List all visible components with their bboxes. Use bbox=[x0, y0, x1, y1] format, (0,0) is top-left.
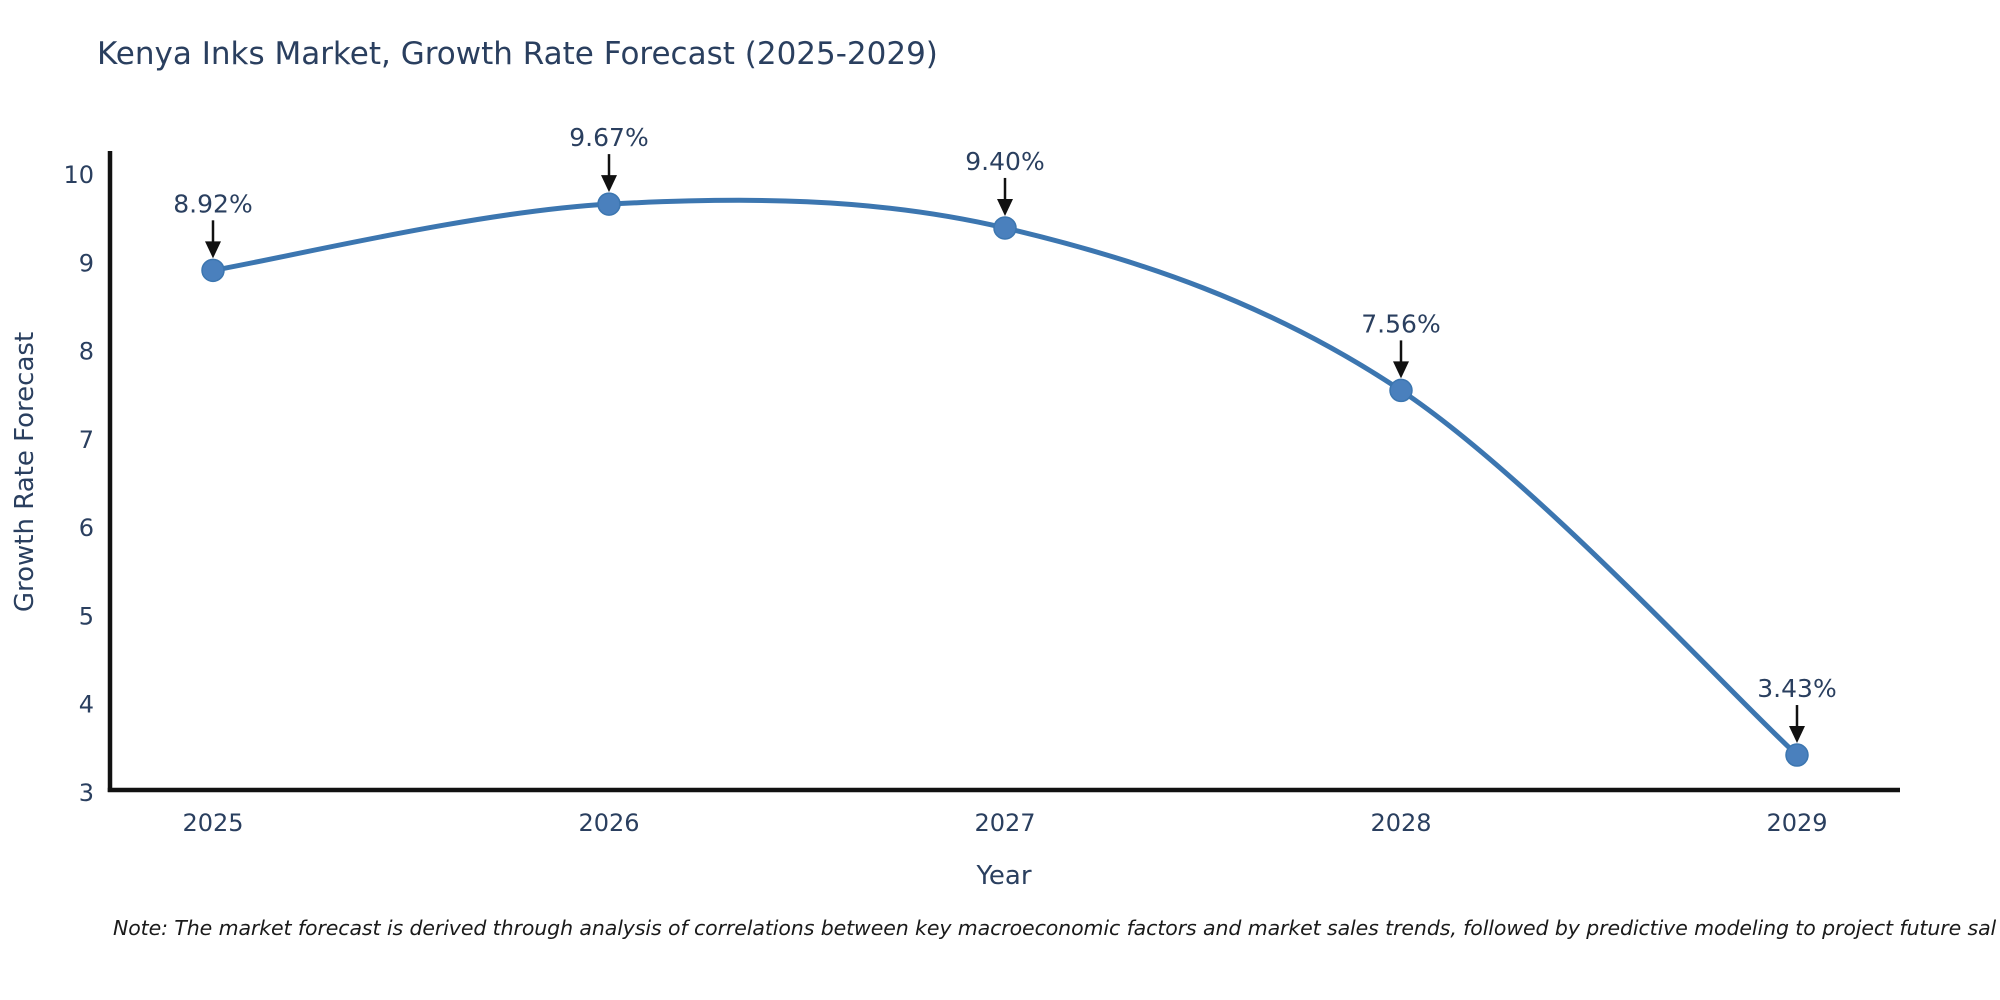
data-point bbox=[1389, 378, 1413, 403]
point-annotations: 8.92% 9.67% 9.40% 7.56% 3.43% bbox=[173, 123, 1837, 744]
x-tick-label: 2026 bbox=[578, 809, 639, 837]
data-point bbox=[597, 192, 621, 216]
point-value-label: 9.67% bbox=[569, 123, 648, 152]
y-tick-label: 7 bbox=[79, 426, 94, 454]
x-tick-label: 2028 bbox=[1370, 809, 1431, 837]
y-tick-label: 5 bbox=[79, 602, 94, 630]
data-point bbox=[993, 216, 1017, 240]
annotation-arrowhead-icon bbox=[601, 175, 617, 193]
x-tick-label: 2029 bbox=[1766, 809, 1827, 837]
point-value-label: 9.40% bbox=[965, 147, 1044, 176]
y-tick-label: 6 bbox=[79, 514, 94, 542]
data-point bbox=[1785, 743, 1809, 767]
y-tick-label: 10 bbox=[63, 161, 94, 189]
point-value-label: 8.92% bbox=[173, 189, 252, 218]
y-tick-label: 3 bbox=[79, 779, 94, 807]
forecast-line bbox=[210, 197, 1800, 758]
y-tick-label: 4 bbox=[79, 691, 94, 719]
y-axis-title: Growth Rate Forecast bbox=[10, 332, 40, 612]
point-value-label: 3.43% bbox=[1757, 674, 1836, 703]
y-axis-tick-labels: 3 4 5 6 7 8 9 10 bbox=[63, 161, 94, 807]
series-points bbox=[201, 192, 1809, 767]
data-point bbox=[201, 258, 225, 283]
annotation-arrowhead-icon bbox=[205, 241, 221, 259]
x-axis-title: Year bbox=[975, 861, 1031, 891]
y-tick-label: 9 bbox=[79, 249, 94, 277]
x-axis-tick-labels: 2025 2026 2027 2028 2029 bbox=[182, 809, 1827, 837]
footnote: Note: The market forecast is derived thr… bbox=[113, 916, 1996, 940]
annotation-arrowhead-icon bbox=[997, 198, 1013, 216]
point-value-label: 7.56% bbox=[1361, 309, 1440, 338]
x-tick-label: 2027 bbox=[974, 809, 1035, 837]
annotation-arrowhead-icon bbox=[1393, 361, 1409, 379]
chart-title: Kenya Inks Market, Growth Rate Forecast … bbox=[97, 36, 938, 72]
annotation-arrowhead-icon bbox=[1789, 726, 1805, 744]
y-tick-label: 8 bbox=[79, 338, 94, 366]
x-tick-label: 2025 bbox=[182, 809, 243, 837]
series-curve bbox=[210, 197, 1800, 758]
